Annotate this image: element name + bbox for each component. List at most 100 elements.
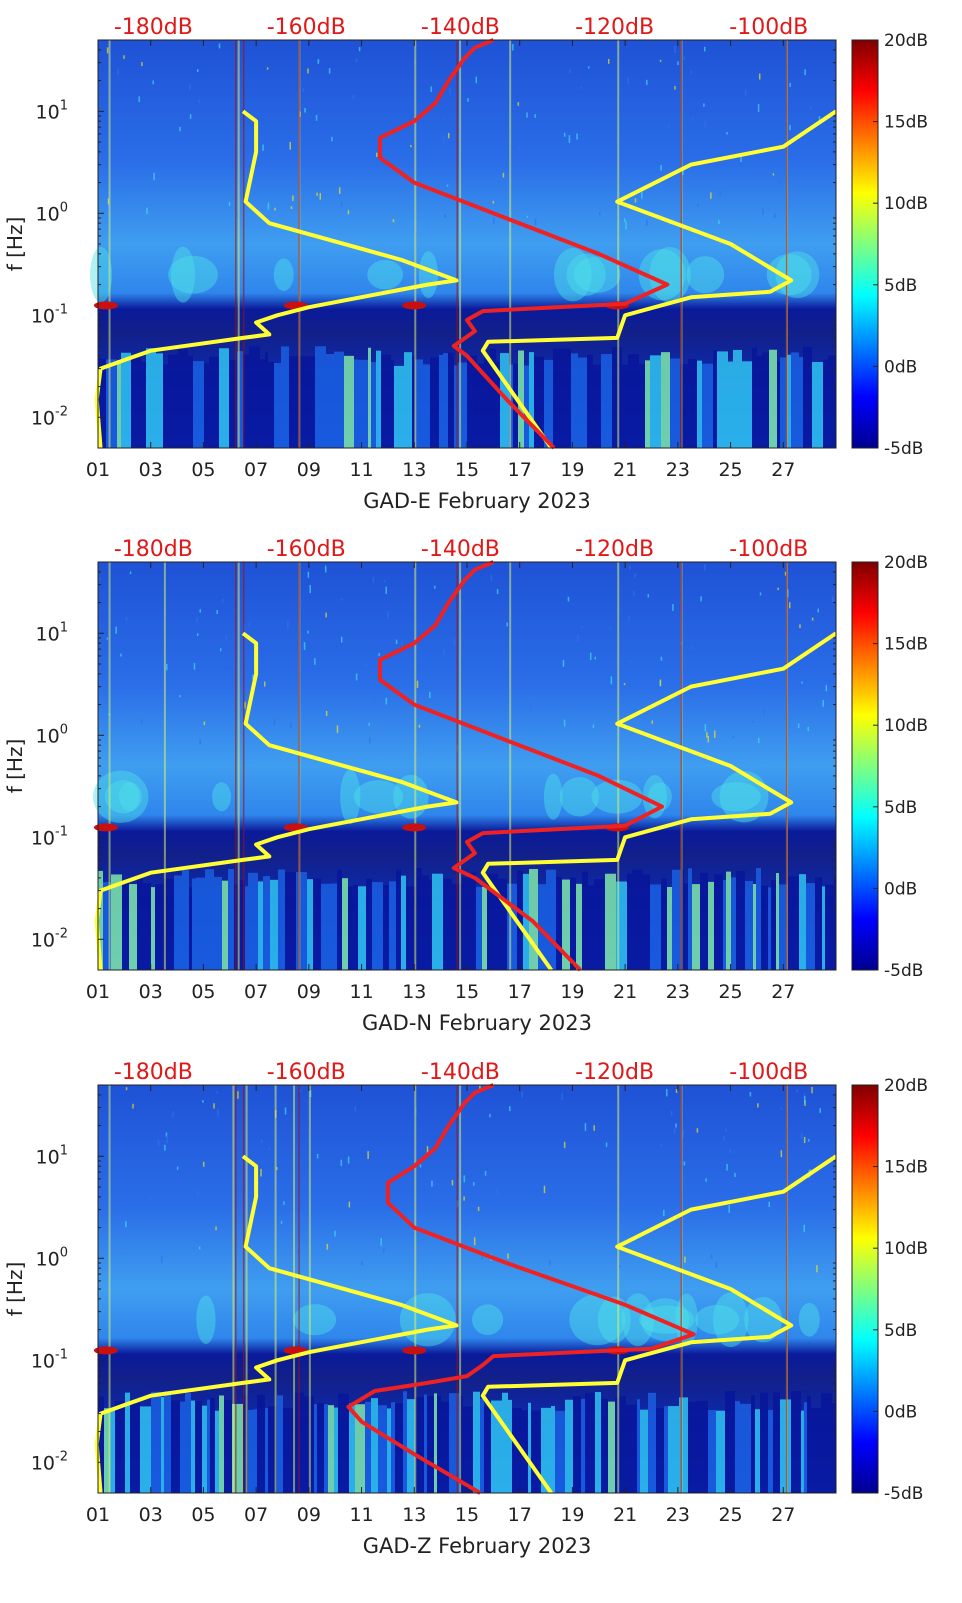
spectrogram-speckle	[325, 710, 328, 716]
y-tick-exponent: 1	[60, 620, 68, 635]
spectrogram-speckle	[383, 1248, 385, 1254]
spectrogram-column	[708, 1409, 716, 1493]
curve-red-model	[346, 1083, 696, 1495]
spectrogram-speckle	[120, 653, 122, 657]
spectrogram-patch	[766, 254, 812, 296]
top-db-label: -140dB	[421, 1060, 500, 1085]
y-tick-label: 100	[36, 1245, 68, 1270]
colorbar-label: 20dB	[884, 1076, 928, 1096]
spectrogram-speckle	[629, 565, 631, 570]
spectrogram-column	[714, 874, 723, 970]
spectrogram-column	[571, 353, 578, 448]
event-line	[293, 1085, 296, 1493]
y-axis-label: f [Hz]	[3, 1262, 27, 1317]
spectrogram-speckle	[338, 187, 341, 194]
spectrogram-column	[680, 364, 688, 448]
spectrogram-column	[314, 1403, 317, 1493]
spectrogram-speckle	[340, 1159, 343, 1167]
spectrogram-patch	[591, 779, 643, 814]
spectrogram-speckle	[682, 1130, 685, 1138]
spectrogram-column	[285, 872, 296, 970]
spike-line	[785, 40, 788, 448]
y-tick-exponent: -2	[55, 404, 68, 419]
spectrogram-column	[628, 354, 639, 448]
hotspot	[93, 301, 118, 310]
colorbar-label: -5dB	[884, 439, 923, 459]
y-tick-exponent: 0	[60, 200, 68, 215]
spectrogram-speckle	[446, 184, 449, 187]
x-tick-label: 15	[455, 981, 479, 1003]
spectrogram-patch	[711, 782, 761, 812]
spectrogram-speckle	[803, 1224, 806, 1233]
spectrogram-column	[811, 1407, 821, 1493]
colorbar-label: 0dB	[884, 357, 917, 377]
spectrogram-speckle	[378, 653, 380, 656]
spectrogram-column	[248, 872, 258, 970]
spectrogram-speckle	[275, 1167, 278, 1170]
panel-gad-z: 01 03 05 07 09 11 13 15 17 19 21 23 25 2710-210-11001…	[3, 1060, 928, 1558]
spectrogram-speckle	[114, 1218, 116, 1224]
y-tick-exponent: -2	[55, 1449, 68, 1464]
spectrogram-speckle	[436, 167, 438, 176]
spectrogram-column	[769, 349, 777, 448]
spectrogram-speckle	[292, 195, 294, 201]
spectrogram-speckle	[410, 144, 412, 148]
spectrogram-column	[358, 886, 366, 970]
x-tick-label: 05	[191, 459, 215, 481]
x-tick-label: 01	[86, 981, 110, 1003]
spectrogram-speckle	[266, 67, 269, 70]
hotspot	[402, 301, 427, 310]
spectrogram-column	[825, 884, 834, 970]
spectrogram-speckle	[280, 1221, 283, 1224]
spectrogram-column	[163, 364, 168, 448]
spectrogram-column	[182, 870, 189, 970]
event-line	[459, 40, 462, 448]
spectrogram-speckle	[580, 86, 583, 89]
spectrogram-speckle	[218, 43, 221, 49]
x-tick-label: 25	[718, 981, 742, 1003]
x-axis-label: GAD-E February 2023	[363, 489, 591, 513]
spectrogram-column	[771, 880, 776, 970]
spectrogram-column	[98, 358, 106, 448]
spectrogram-column	[196, 877, 205, 970]
spectrogram-column	[243, 1395, 248, 1493]
spectrogram-speckle	[816, 1265, 818, 1273]
spectrogram-speckle	[166, 663, 168, 671]
event-line	[509, 40, 512, 448]
spectrogram-speckle	[447, 133, 450, 139]
spectrogram-column	[202, 1405, 207, 1493]
spectrogram-column	[278, 869, 285, 970]
spectrogram-column	[98, 870, 103, 970]
spectrogram-patch	[573, 256, 621, 293]
spectrogram-column	[581, 1398, 585, 1493]
x-tick-label: 25	[718, 1504, 742, 1526]
spectrogram-speckle	[526, 112, 528, 118]
spectrogram-speckle	[364, 663, 367, 667]
spectrogram-speckle	[713, 730, 716, 739]
spectrogram-speckle	[799, 624, 801, 629]
spectrogram-column	[106, 359, 117, 448]
spectrogram-column	[752, 347, 757, 448]
spectrogram-column	[756, 868, 761, 970]
spectrogram-column	[801, 1410, 804, 1493]
spectrogram-speckle	[132, 1103, 134, 1109]
spectrogram-speckle	[576, 133, 578, 140]
spectrogram-column	[274, 362, 281, 448]
spectrogram-speckle	[610, 676, 613, 685]
panel-gad-e: 01 03 05 07 09 11 13 15 17 19 21 23 25 2710-210-11001…	[3, 15, 928, 513]
spectrogram-speckle	[589, 652, 592, 661]
spectrogram-speckle	[495, 1187, 498, 1195]
spectrogram-gad-z	[93, 1085, 836, 1493]
spectrogram-speckle	[453, 638, 456, 645]
spectrogram-column	[618, 1396, 626, 1493]
spectrogram-column	[207, 1399, 210, 1493]
spectrogram-speckle	[757, 1103, 759, 1108]
spectrogram-column	[570, 877, 576, 970]
spectrogram-speckle	[302, 88, 304, 92]
spectrogram-speckle	[801, 681, 803, 684]
spectrogram-speckle	[804, 69, 806, 76]
spectrogram-column	[104, 1408, 110, 1493]
spectrogram-speckle	[267, 202, 270, 210]
spectrogram-column	[406, 886, 416, 970]
curve-yellow-left	[94, 631, 459, 971]
